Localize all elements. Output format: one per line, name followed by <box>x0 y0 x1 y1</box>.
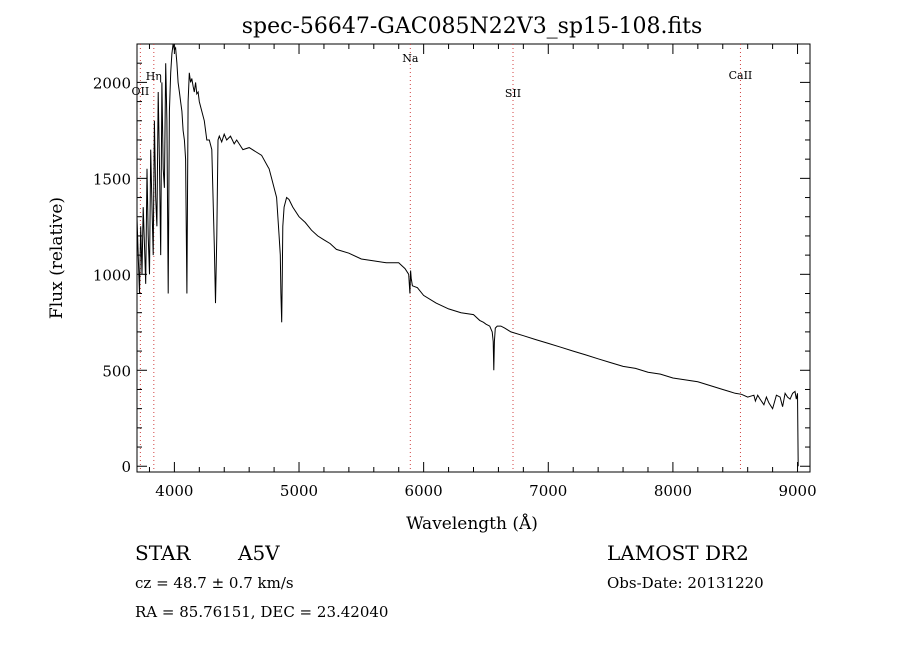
redshift-velocity: cz = 48.7 ± 0.7 km/s <box>135 574 294 592</box>
spectral-subclass: A5V <box>238 541 280 565</box>
x-tick-label: 9000 <box>778 482 816 500</box>
chart-title: spec-56647-GAC085N22V3_sp15-108.fits <box>242 14 703 39</box>
x-axis-label: Wavelength (Å) <box>406 513 538 534</box>
plot-frame <box>136 43 811 473</box>
x-tick-label: 4000 <box>155 482 193 500</box>
line-marker-label: OII <box>132 85 150 98</box>
y-tick-label: 1000 <box>93 266 131 284</box>
line-marker-label: Na <box>402 52 419 65</box>
x-tick-label: 6000 <box>405 482 443 500</box>
observation-date: Obs-Date: 20131220 <box>607 574 764 592</box>
x-tick-label: 7000 <box>529 482 567 500</box>
line-marker-label: Hη <box>146 70 162 83</box>
x-tick-label: 8000 <box>654 482 692 500</box>
line-marker-label: SII <box>505 87 521 100</box>
object-type: STAR <box>135 541 191 565</box>
coordinates: RA = 85.76151, DEC = 23.42040 <box>135 603 389 621</box>
spectrum-line <box>136 43 799 467</box>
y-axis-label: Flux (relative) <box>47 197 67 319</box>
y-tick-label: 1500 <box>93 170 131 188</box>
x-tick-label: 5000 <box>280 482 318 500</box>
y-tick-label: 0 <box>121 458 131 476</box>
y-tick-label: 500 <box>102 362 131 380</box>
y-tick-label: 2000 <box>93 74 131 92</box>
line-marker-label: CaII <box>729 69 753 82</box>
survey-name: LAMOST DR2 <box>607 541 749 565</box>
